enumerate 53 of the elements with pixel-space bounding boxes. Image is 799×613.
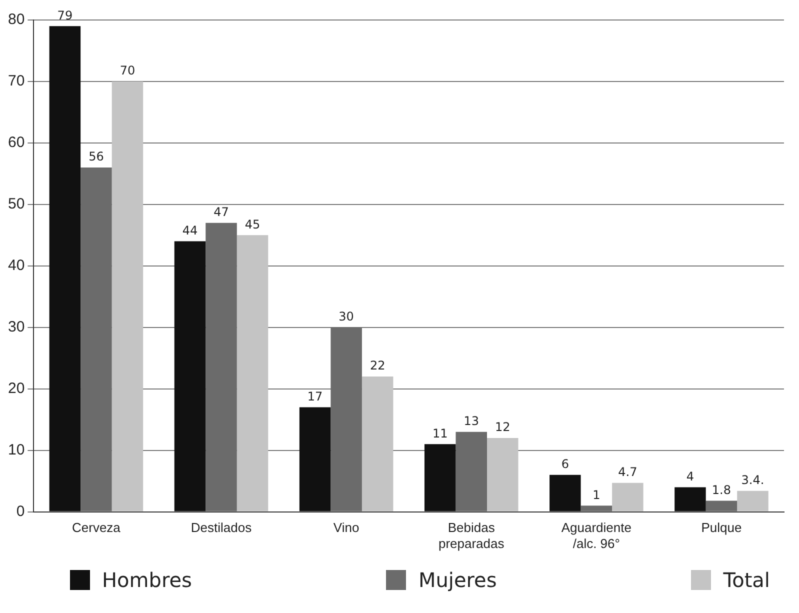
x-tick-label: Vino [333, 520, 360, 536]
data-label: 47 [214, 204, 229, 219]
data-label: 70 [120, 64, 136, 78]
data-label: 1 [592, 488, 600, 502]
legend-label: Total [723, 568, 770, 592]
data-label: 6 [561, 457, 569, 472]
data-label: 13 [464, 414, 480, 428]
data-label: 44 [182, 223, 198, 238]
data-label: 22 [370, 358, 386, 373]
bar [112, 81, 144, 512]
bar [80, 168, 112, 512]
data-label: 17 [307, 389, 323, 404]
bar [706, 500, 738, 512]
y-tick-label: 70 [8, 72, 25, 90]
bar [612, 482, 644, 512]
bar [174, 241, 206, 512]
data-label: 4 [686, 469, 694, 484]
data-label: 56 [88, 150, 104, 164]
bar [674, 487, 706, 512]
bar [424, 444, 456, 512]
data-label: 3.4. [741, 473, 764, 488]
legend-label: Hombres [102, 568, 192, 592]
y-tick-label: 30 [8, 318, 25, 336]
x-tick-label: Bebidas preparadas [438, 520, 505, 551]
y-tick-label: 10 [8, 441, 25, 458]
x-tick-label: Pulque [701, 520, 742, 536]
x-tick-label: Destilados [190, 520, 252, 536]
bar [456, 432, 487, 512]
x-tick-label: Cerveza [72, 520, 122, 536]
bar [362, 376, 394, 512]
data-label: 11 [432, 426, 448, 440]
bar [299, 407, 331, 512]
data-label: 12 [494, 420, 510, 434]
y-tick-label: 0 [16, 502, 25, 520]
bar [580, 506, 612, 512]
bar [737, 490, 768, 512]
data-label: 1.8 [712, 482, 732, 497]
y-tick-label: 40 [8, 257, 25, 274]
bar [550, 474, 581, 512]
y-tick-label: 20 [8, 380, 25, 397]
bar [236, 235, 268, 512]
data-label: 45 [244, 217, 260, 232]
y-tick-label: 80 [8, 11, 25, 28]
y-tick-label: 60 [8, 134, 25, 152]
bar [49, 26, 81, 512]
data-label: 30 [338, 310, 354, 324]
legend-label: Mujeres [418, 568, 497, 592]
bar [206, 222, 237, 512]
y-tick-label: 50 [8, 196, 25, 213]
data-label: 4.7 [618, 465, 638, 480]
data-label: 79 [57, 8, 73, 22]
bar [487, 438, 518, 512]
x-tick-label: Aguardiente /alc. 96° [561, 520, 632, 551]
